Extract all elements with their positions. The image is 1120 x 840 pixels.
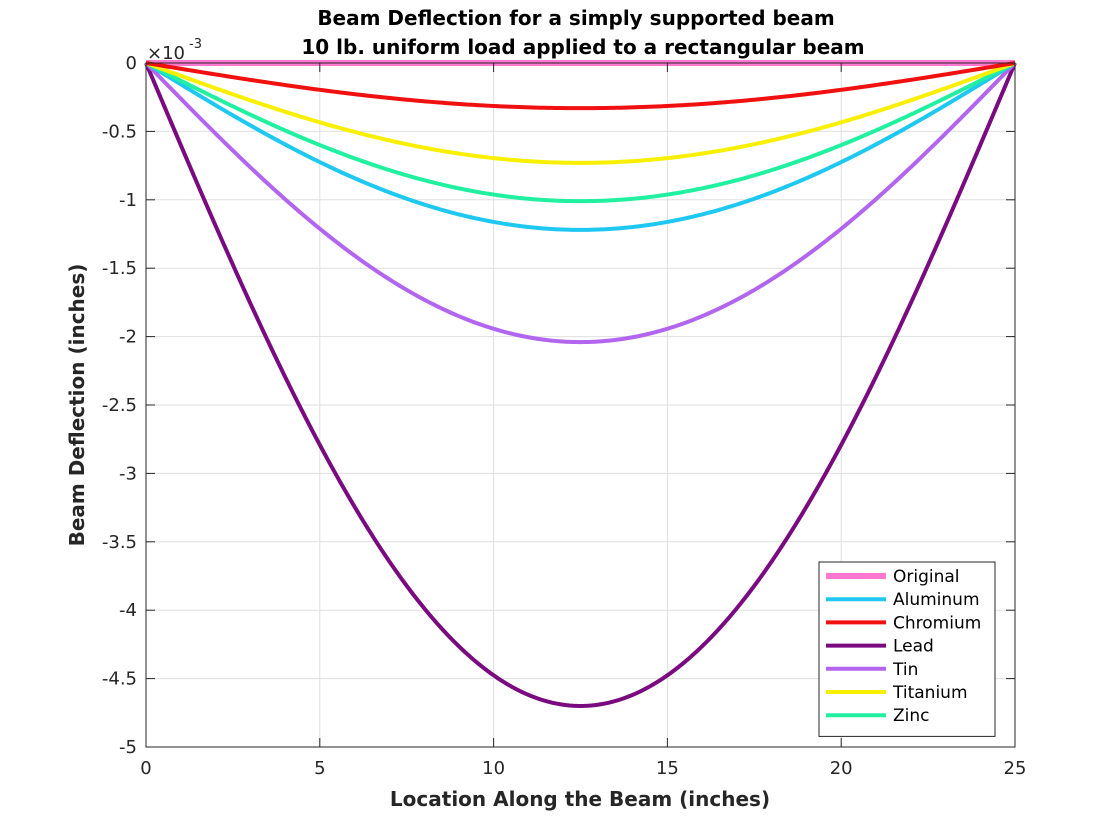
- y-tick-label: -3: [119, 463, 137, 484]
- series-line-aluminum: [144, 61, 1017, 232]
- y-axis-label: Beam Deflection (inches): [65, 264, 89, 547]
- y-tick-label: -0.5: [102, 121, 137, 142]
- legend-label-tin: Tin: [892, 660, 918, 680]
- y-tick-label: 0: [126, 53, 137, 74]
- legend-label-titanium: Titanium: [892, 683, 968, 703]
- y-exponent-power: -3: [189, 37, 202, 52]
- y-tick-label: -1.5: [102, 258, 137, 279]
- x-tick-label: 20: [830, 758, 853, 779]
- series-line-chromium: [145, 61, 1016, 111]
- x-tick-label: 5: [314, 758, 325, 779]
- tick-labels: 0 5 10 15 20 25 0 -0.5 -1 -1.5 -2 -2.5 -3 -3.5 -4 -4.5 -…: [102, 53, 1027, 779]
- legend-label-original: Original: [893, 567, 960, 587]
- legend-label-aluminum: Aluminum: [893, 590, 980, 610]
- x-tick-label: 25: [1004, 758, 1027, 779]
- chart-subtitle: 10 lb. uniform load applied to a rectang…: [301, 35, 864, 59]
- y-tick-label: -3.5: [102, 532, 137, 553]
- y-tick-label: -4: [119, 600, 137, 621]
- series-line-lead: [144, 62, 1017, 708]
- series-line-zinc: [145, 61, 1016, 204]
- x-tick-label: 15: [656, 758, 679, 779]
- axes-box: [145, 62, 1016, 748]
- y-tick-label: -1: [119, 190, 137, 211]
- y-exponent-base: ×10: [147, 43, 185, 64]
- legend-label-chromium: Chromium: [893, 613, 981, 633]
- x-axis-label: Location Along the Beam (inches): [390, 787, 770, 811]
- y-tick-label: -2: [119, 327, 137, 348]
- x-tick-label: 10: [482, 758, 505, 779]
- series-line-tin: [144, 61, 1017, 345]
- chart-title: Beam Deflection for a simply supported b…: [317, 6, 834, 30]
- legend-label-zinc: Zinc: [893, 706, 930, 726]
- y-tick-label: -4.5: [102, 669, 137, 690]
- legend: Original Aluminum Chromium Lead Tin Titanium Z…: [818, 561, 996, 737]
- series-line-titanium: [145, 61, 1016, 165]
- legend-label-lead: Lead: [893, 637, 934, 657]
- legend-box: [818, 561, 996, 737]
- x-tick-label: 0: [140, 758, 151, 779]
- y-tick-label: -5: [119, 737, 137, 758]
- y-tick-label: -2.5: [102, 395, 137, 416]
